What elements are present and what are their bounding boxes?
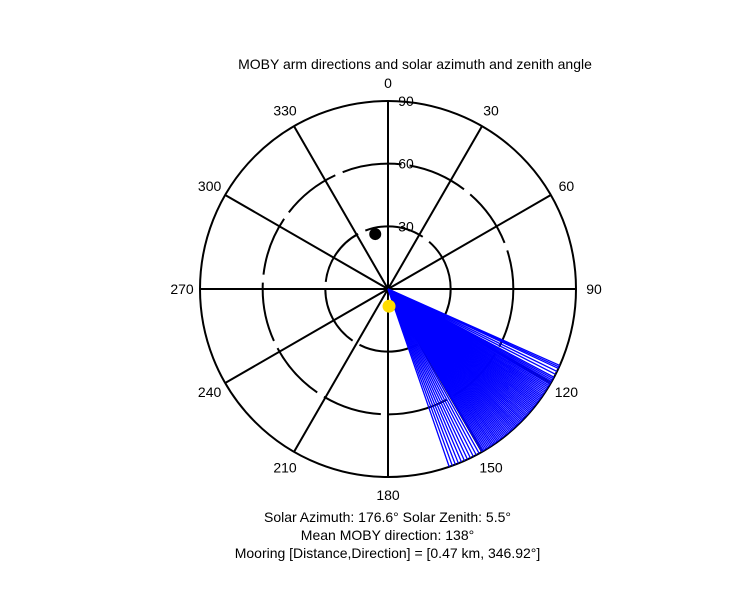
angle-tick-label: 90 [586,281,602,297]
angle-tick-label: 180 [376,487,400,503]
mooring-caption: Mooring [Distance,Direction] = [0.47 km,… [234,545,541,561]
angle-tick-label: 120 [555,384,579,400]
mean-direction-caption: Mean MOBY direction: 138° [300,527,475,543]
angle-tick-label: 330 [273,103,297,119]
mooring-marker [369,228,382,241]
angle-tick-label: 150 [479,459,503,475]
radial-tick-label: 60 [398,156,414,172]
angle-tick-label: 0 [384,75,392,91]
angle-tick-label: 210 [273,459,297,475]
radial-tick-label: 90 [398,93,414,109]
angle-tick-label: 300 [198,178,222,194]
chart-title: MOBY arm directions and solar azimuth an… [238,56,592,72]
arm-direction-line [387,288,450,467]
tick-labels: 0 30 60 90 120 150 180 210 240 270 300 330 30 60 90 [170,75,602,503]
angle-tick-label: 60 [559,178,575,194]
angle-tick-label: 30 [483,103,499,119]
markers [369,228,396,313]
radial-tick-label: 30 [398,218,414,234]
arm-direction-series [387,288,561,467]
angle-tick-label: 270 [170,281,194,297]
angle-tick-label: 240 [198,384,222,400]
solar-angles-caption: Solar Azimuth: 176.6° Solar Zenith: 5.5° [264,509,511,525]
sun-marker [382,299,396,313]
